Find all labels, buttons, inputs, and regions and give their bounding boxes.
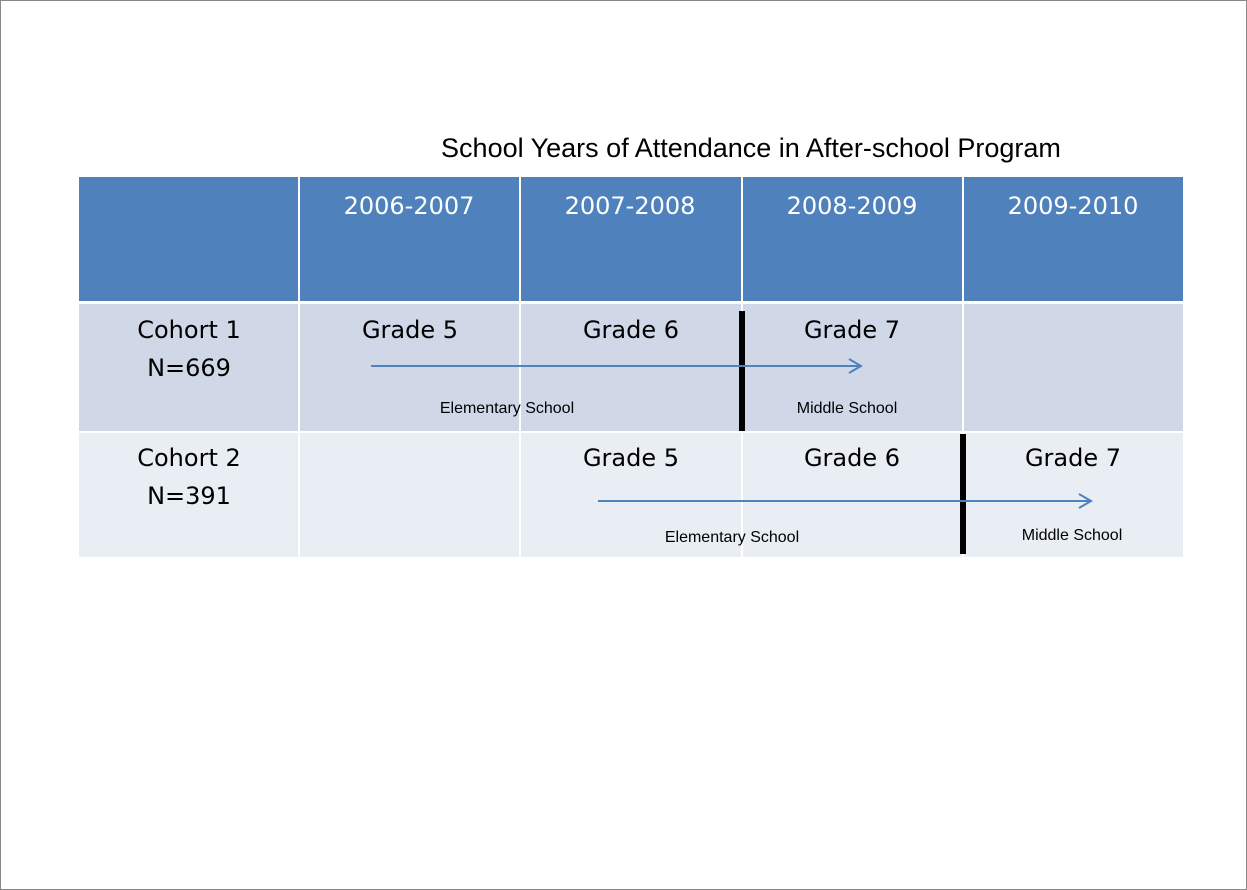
cell (79, 433, 298, 557)
column-header: 2006-2007 (343, 192, 475, 220)
grade: Grade 5 (582, 444, 680, 472)
arrow-head (848, 358, 863, 374)
header-cell (743, 177, 962, 301)
title: School Years of Attendance in After-scho… (441, 133, 1061, 163)
header-cell (964, 177, 1183, 301)
cell (300, 304, 519, 431)
cohort-n: N=391 (147, 482, 231, 510)
arrow-head (1078, 493, 1093, 509)
cohort-n: N=669 (147, 354, 231, 382)
header-cell (521, 177, 741, 301)
grade: Grade 5 (361, 316, 459, 344)
cohort: Cohort 1 (137, 316, 241, 344)
cell (79, 304, 298, 431)
school-divider (739, 311, 745, 431)
phase: Middle School (796, 400, 898, 417)
grade: Grade 6 (582, 316, 680, 344)
phase: Elementary School (664, 529, 800, 546)
grade: Grade 7 (803, 316, 901, 344)
cell (964, 304, 1183, 431)
grade: Grade 7 (1024, 444, 1122, 472)
cell (521, 433, 741, 557)
cell (743, 433, 962, 557)
grade: Grade 6 (803, 444, 901, 472)
cell (521, 304, 741, 431)
cell (964, 433, 1183, 557)
school-divider (960, 434, 966, 554)
cell (300, 433, 519, 557)
header-cell (300, 177, 519, 301)
column-header: 2007-2008 (564, 192, 696, 220)
header-cell (79, 177, 298, 301)
column-header: 2009-2010 (1007, 192, 1139, 220)
column-header: 2008-2009 (786, 192, 918, 220)
phase: Elementary School (439, 400, 575, 417)
cell (743, 304, 962, 431)
cohort: Cohort 2 (137, 444, 241, 472)
phase: Middle School (1021, 527, 1123, 544)
